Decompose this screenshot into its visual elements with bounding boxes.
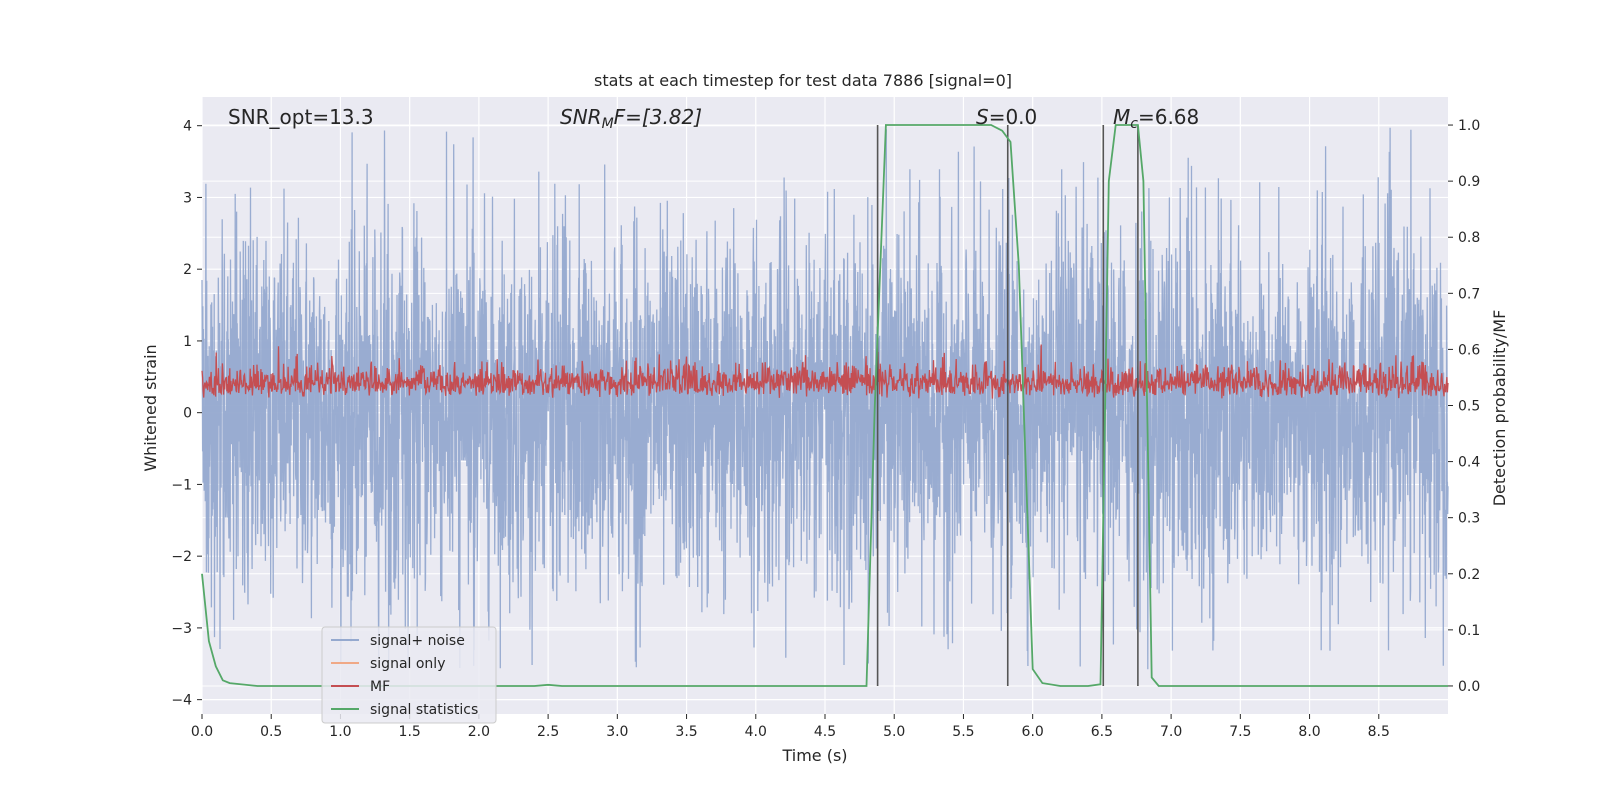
y-tick-label: 1 xyxy=(183,334,192,350)
legend-label-signal-statistics: signal statistics xyxy=(370,702,478,718)
annotation-s: S=0.0 xyxy=(976,105,1037,129)
x-tick-label: 3.5 xyxy=(675,724,697,740)
y2-tick-label: 0.7 xyxy=(1458,286,1480,302)
x-tick-label: 8.5 xyxy=(1368,724,1390,740)
y-axis-label: Whitened strain xyxy=(141,344,160,471)
y2-tick-label: 0.4 xyxy=(1458,455,1480,471)
y-axis-right-ticks: 1.0 0.9 0.8 0.7 0.6 0.5 0.4 0.3 0.2 0.1 0.0 xyxy=(1448,118,1480,695)
annotation-mc-rest: =6.68 xyxy=(1138,105,1199,129)
y-tick-label: −2 xyxy=(171,549,192,565)
y2-tick-label: 0.1 xyxy=(1458,623,1480,639)
y-tick-label: 3 xyxy=(183,190,192,206)
x-tick-label: 2.5 xyxy=(537,724,559,740)
x-tick-label: 4.5 xyxy=(814,724,836,740)
x-tick-label: 1.0 xyxy=(329,724,351,740)
chart-title: stats at each timestep for test data 788… xyxy=(594,71,1012,90)
y2-tick-label: 1.0 xyxy=(1458,118,1480,134)
x-tick-label: 6.5 xyxy=(1091,724,1113,740)
series-line-mf xyxy=(201,344,1449,399)
y2-tick-label: 0.5 xyxy=(1458,399,1480,415)
x-tick-label: 5.0 xyxy=(883,724,905,740)
x-tick-label: 4.0 xyxy=(745,724,767,740)
y-tick-label: 2 xyxy=(183,262,192,278)
annotation-mc-sub: c xyxy=(1130,116,1138,132)
annotation-s-rest: =0.0 xyxy=(989,105,1038,129)
y2-tick-label: 0.6 xyxy=(1458,342,1480,358)
y2-axis-label: Detection probability/MF xyxy=(1490,310,1509,507)
x-tick-label: 0.0 xyxy=(191,724,213,740)
x-tick-label: 8.0 xyxy=(1298,724,1320,740)
x-tick-label: 5.5 xyxy=(952,724,974,740)
y2-tick-label: 0.8 xyxy=(1458,230,1480,246)
y2-tick-label: 0.9 xyxy=(1458,174,1480,190)
annotation-snr-mf-base: SNR xyxy=(560,105,602,129)
x-tick-label: 2.0 xyxy=(468,724,490,740)
legend-label-signal-noise: signal+ noise xyxy=(370,633,465,649)
annotation-mc: Mc=6.68 xyxy=(1113,105,1199,132)
legend: signal+ noise signal only MF signal stat… xyxy=(321,626,497,724)
y2-tick-label: 0.3 xyxy=(1458,511,1480,527)
series-mf xyxy=(201,344,1449,399)
series-signal-noise xyxy=(201,127,1449,670)
vertical-markers xyxy=(876,125,1139,686)
annotation-snr-mf-sub: M xyxy=(602,116,614,132)
x-tick-label: 6.0 xyxy=(1022,724,1044,740)
annotation-snr-mf: SNRMF=[3.82] xyxy=(560,105,702,132)
annotation-s-base: S xyxy=(976,105,989,129)
y-tick-label: 4 xyxy=(183,119,192,135)
annotation-snr-mf-rest: F=[3.82] xyxy=(614,105,702,129)
series-line-signal-noise xyxy=(201,127,1449,670)
x-tick-label: 7.5 xyxy=(1229,724,1251,740)
y2-tick-label: 0.0 xyxy=(1458,679,1480,695)
x-tick-label: 7.0 xyxy=(1160,724,1182,740)
annotation-snr-opt: SNR_opt=13.3 xyxy=(228,105,374,129)
y-tick-label: −4 xyxy=(171,693,192,709)
series-signal-statistics xyxy=(201,124,1448,687)
y-tick-label: −3 xyxy=(171,621,192,637)
annotation-mc-base: M xyxy=(1113,105,1130,129)
legend-box xyxy=(321,626,497,724)
y-tick-label: −1 xyxy=(171,477,192,493)
x-tick-label: 3.0 xyxy=(606,724,628,740)
y2-tick-label: 0.2 xyxy=(1458,567,1480,583)
y-axis-left-ticks: 4 3 2 1 0 −1 −2 −3 −4 xyxy=(171,119,202,709)
series-line-signal-statistics xyxy=(201,124,1448,687)
x-axis-ticks: 0.0 0.5 1.0 1.5 2.0 2.5 3.0 3.5 4.0 4.5 5.0 5.5 6.0 6… xyxy=(191,714,1390,740)
x-tick-label: 1.5 xyxy=(399,724,421,740)
y-tick-label: 0 xyxy=(183,406,192,422)
legend-label-mf: MF xyxy=(370,679,390,695)
x-tick-label: 0.5 xyxy=(260,724,282,740)
legend-label-signal-only: signal only xyxy=(370,656,445,672)
x-axis-label: Time (s) xyxy=(781,746,847,765)
